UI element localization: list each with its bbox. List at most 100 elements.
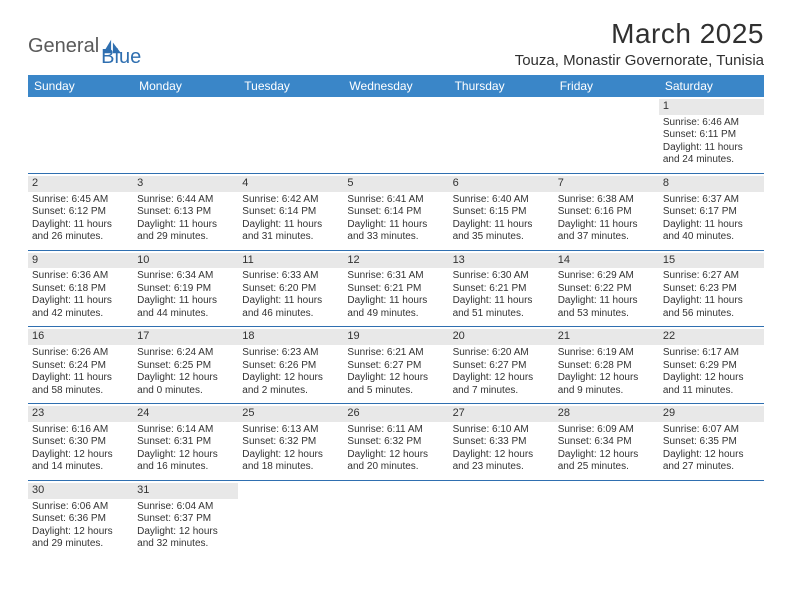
calendar-cell: 30 Sunrise: 6:06 AM Sunset: 6:36 PM Dayli… xyxy=(28,480,133,556)
calendar-cell: 8 Sunrise: 6:37 AM Sunset: 6:17 PM Daylig… xyxy=(659,173,764,250)
calendar-cell: 16 Sunrise: 6:26 AM Sunset: 6:24 PM Dayli… xyxy=(28,327,133,404)
day-detail: Sunrise: 6:33 AM Sunset: 6:20 PM Dayligh… xyxy=(242,270,339,320)
header: General Blue March 2025 Touza, Monastir … xyxy=(28,18,764,69)
calendar-cell: 13Sunrise: 6:30 AM Sunset: 6:21 PM Dayli… xyxy=(449,250,554,327)
day-number: 22 xyxy=(659,329,764,345)
calendar-cell: 25 Sunrise: 6:13 AM Sunset: 6:32 PM Dayli… xyxy=(238,404,343,481)
day-number: 20 xyxy=(449,329,554,345)
day-number: 10 xyxy=(133,253,238,269)
day-detail: Sunrise: 6:40 AM Sunset: 6:15 PM Dayligh… xyxy=(453,194,550,244)
calendar-cell: 27Sunrise: 6:10 AM Sunset: 6:33 PM Dayli… xyxy=(449,404,554,481)
calendar-cell: 11Sunrise: 6:33 AM Sunset: 6:20 PM Dayli… xyxy=(238,250,343,327)
day-number: 21 xyxy=(554,329,659,345)
calendar-cell: 4 Sunrise: 6:42 AM Sunset: 6:14 PM Daylig… xyxy=(238,173,343,250)
calendar-cell-empty xyxy=(449,97,554,173)
calendar-cell: 17 Sunrise: 6:24 AM Sunset: 6:25 PM Dayli… xyxy=(133,327,238,404)
day-number: 31 xyxy=(133,483,238,499)
calendar-cell-empty xyxy=(554,480,659,556)
day-header: Saturday xyxy=(659,75,764,97)
brand-part2: Blue xyxy=(101,46,141,68)
day-detail: Sunrise: 6:37 AM Sunset: 6:17 PM Dayligh… xyxy=(663,194,760,244)
calendar-cell: 21Sunrise: 6:19 AM Sunset: 6:28 PM Dayli… xyxy=(554,327,659,404)
location: Touza, Monastir Governorate, Tunisia xyxy=(515,52,764,69)
day-number: 9 xyxy=(28,253,133,269)
day-number: 1 xyxy=(659,99,764,115)
calendar-row: 2Sunrise: 6:45 AM Sunset: 6:12 PM Daylig… xyxy=(28,173,764,250)
day-detail: Sunrise: 6:38 AM Sunset: 6:16 PM Dayligh… xyxy=(558,194,655,244)
day-number: 8 xyxy=(659,176,764,192)
brand-part1: General xyxy=(28,35,99,58)
day-header: Monday xyxy=(133,75,238,97)
calendar-cell: 14Sunrise: 6:29 AM Sunset: 6:22 PM Dayli… xyxy=(554,250,659,327)
day-detail: Sunrise: 6:46 AM Sunset: 6:11 PM Dayligh… xyxy=(663,117,760,167)
day-number: 7 xyxy=(554,176,659,192)
day-number: 11 xyxy=(238,253,343,269)
calendar-cell: 2Sunrise: 6:45 AM Sunset: 6:12 PM Daylig… xyxy=(28,173,133,250)
day-number: 18 xyxy=(238,329,343,345)
calendar-cell: 1 Sunrise: 6:46 AM Sunset: 6:11 PM Daylig… xyxy=(659,97,764,173)
day-detail: Sunrise: 6:36 AM Sunset: 6:18 PM Dayligh… xyxy=(32,270,129,320)
day-detail: Sunrise: 6:06 AM Sunset: 6:36 PM Dayligh… xyxy=(32,501,129,551)
calendar-cell-empty xyxy=(28,97,133,173)
calendar-cell: 5Sunrise: 6:41 AM Sunset: 6:14 PM Daylig… xyxy=(343,173,448,250)
calendar-row: 16 Sunrise: 6:26 AM Sunset: 6:24 PM Dayli… xyxy=(28,327,764,404)
day-number: 15 xyxy=(659,253,764,269)
day-number: 4 xyxy=(238,176,343,192)
calendar-cell: 26Sunrise: 6:11 AM Sunset: 6:32 PM Dayli… xyxy=(343,404,448,481)
calendar-cell: 9Sunrise: 6:36 AM Sunset: 6:18 PM Daylig… xyxy=(28,250,133,327)
day-detail: Sunrise: 6:11 AM Sunset: 6:32 PM Dayligh… xyxy=(347,424,444,474)
day-detail: Sunrise: 6:09 AM Sunset: 6:34 PM Dayligh… xyxy=(558,424,655,474)
brand-logo: General Blue xyxy=(28,24,141,69)
day-detail: Sunrise: 6:17 AM Sunset: 6:29 PM Dayligh… xyxy=(663,347,760,397)
calendar-cell-empty xyxy=(343,97,448,173)
month-title: March 2025 xyxy=(515,18,764,50)
day-detail: Sunrise: 6:20 AM Sunset: 6:27 PM Dayligh… xyxy=(453,347,550,397)
calendar-cell: 6 Sunrise: 6:40 AM Sunset: 6:15 PM Daylig… xyxy=(449,173,554,250)
calendar-cell-empty xyxy=(343,480,448,556)
calendar-row: 1 Sunrise: 6:46 AM Sunset: 6:11 PM Daylig… xyxy=(28,97,764,173)
day-header: Tuesday xyxy=(238,75,343,97)
calendar-cell: 18 Sunrise: 6:23 AM Sunset: 6:26 PM Dayli… xyxy=(238,327,343,404)
day-detail: Sunrise: 6:13 AM Sunset: 6:32 PM Dayligh… xyxy=(242,424,339,474)
calendar-cell: 20 Sunrise: 6:20 AM Sunset: 6:27 PM Dayli… xyxy=(449,327,554,404)
calendar-cell: 23Sunrise: 6:16 AM Sunset: 6:30 PM Dayli… xyxy=(28,404,133,481)
day-number: 23 xyxy=(28,406,133,422)
day-number: 30 xyxy=(28,483,133,499)
day-detail: Sunrise: 6:07 AM Sunset: 6:35 PM Dayligh… xyxy=(663,424,760,474)
day-number: 17 xyxy=(133,329,238,345)
calendar-cell-empty xyxy=(133,97,238,173)
day-number: 16 xyxy=(28,329,133,345)
day-detail: Sunrise: 6:04 AM Sunset: 6:37 PM Dayligh… xyxy=(137,501,234,551)
day-number: 29 xyxy=(659,406,764,422)
day-detail: Sunrise: 6:23 AM Sunset: 6:26 PM Dayligh… xyxy=(242,347,339,397)
calendar-cell: 7 Sunrise: 6:38 AM Sunset: 6:16 PM Daylig… xyxy=(554,173,659,250)
day-number: 13 xyxy=(449,253,554,269)
calendar-row: 9Sunrise: 6:36 AM Sunset: 6:18 PM Daylig… xyxy=(28,250,764,327)
day-detail: Sunrise: 6:24 AM Sunset: 6:25 PM Dayligh… xyxy=(137,347,234,397)
day-detail: Sunrise: 6:45 AM Sunset: 6:12 PM Dayligh… xyxy=(32,194,129,244)
day-number: 3 xyxy=(133,176,238,192)
day-detail: Sunrise: 6:30 AM Sunset: 6:21 PM Dayligh… xyxy=(453,270,550,320)
calendar-cell-empty xyxy=(238,480,343,556)
day-header: Sunday xyxy=(28,75,133,97)
day-detail: Sunrise: 6:29 AM Sunset: 6:22 PM Dayligh… xyxy=(558,270,655,320)
day-number: 28 xyxy=(554,406,659,422)
day-detail: Sunrise: 6:10 AM Sunset: 6:33 PM Dayligh… xyxy=(453,424,550,474)
day-number: 12 xyxy=(343,253,448,269)
day-detail: Sunrise: 6:26 AM Sunset: 6:24 PM Dayligh… xyxy=(32,347,129,397)
day-detail: Sunrise: 6:27 AM Sunset: 6:23 PM Dayligh… xyxy=(663,270,760,320)
calendar-cell: 22 Sunrise: 6:17 AM Sunset: 6:29 PM Dayli… xyxy=(659,327,764,404)
day-header-row: SundayMondayTuesdayWednesdayThursdayFrid… xyxy=(28,75,764,97)
calendar-cell: 12Sunrise: 6:31 AM Sunset: 6:21 PM Dayli… xyxy=(343,250,448,327)
day-detail: Sunrise: 6:44 AM Sunset: 6:13 PM Dayligh… xyxy=(137,194,234,244)
calendar-row: 30 Sunrise: 6:06 AM Sunset: 6:36 PM Dayli… xyxy=(28,480,764,556)
day-number: 25 xyxy=(238,406,343,422)
calendar-cell-empty xyxy=(554,97,659,173)
calendar-cell: 31 Sunrise: 6:04 AM Sunset: 6:37 PM Dayli… xyxy=(133,480,238,556)
calendar-cell: 15Sunrise: 6:27 AM Sunset: 6:23 PM Dayli… xyxy=(659,250,764,327)
day-number: 5 xyxy=(343,176,448,192)
day-detail: Sunrise: 6:14 AM Sunset: 6:31 PM Dayligh… xyxy=(137,424,234,474)
day-number: 6 xyxy=(449,176,554,192)
day-detail: Sunrise: 6:42 AM Sunset: 6:14 PM Dayligh… xyxy=(242,194,339,244)
day-detail: Sunrise: 6:21 AM Sunset: 6:27 PM Dayligh… xyxy=(347,347,444,397)
